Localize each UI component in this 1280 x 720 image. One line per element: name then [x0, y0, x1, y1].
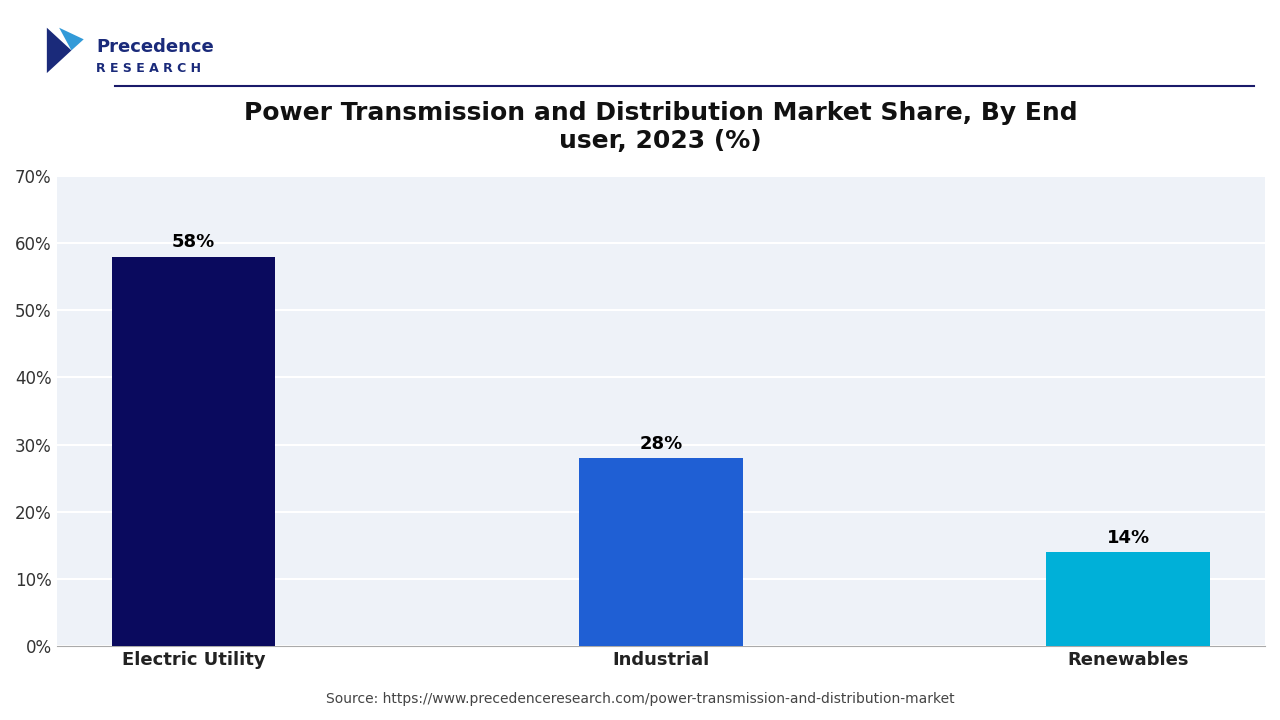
Text: 14%: 14%: [1107, 528, 1149, 546]
Text: Source: https://www.precedenceresearch.com/power-transmission-and-distribution-m: Source: https://www.precedenceresearch.c…: [325, 692, 955, 706]
Text: 58%: 58%: [172, 233, 215, 251]
Bar: [111, 256, 275, 646]
Text: R E S E A R C H: R E S E A R C H: [96, 62, 201, 75]
Text: 28%: 28%: [639, 435, 682, 453]
Bar: [1047, 552, 1210, 646]
Text: Precedence: Precedence: [96, 37, 214, 55]
Title: Power Transmission and Distribution Market Share, By End
user, 2023 (%): Power Transmission and Distribution Mark…: [244, 102, 1078, 153]
Polygon shape: [59, 27, 83, 50]
Bar: [579, 458, 742, 646]
Polygon shape: [47, 27, 72, 73]
